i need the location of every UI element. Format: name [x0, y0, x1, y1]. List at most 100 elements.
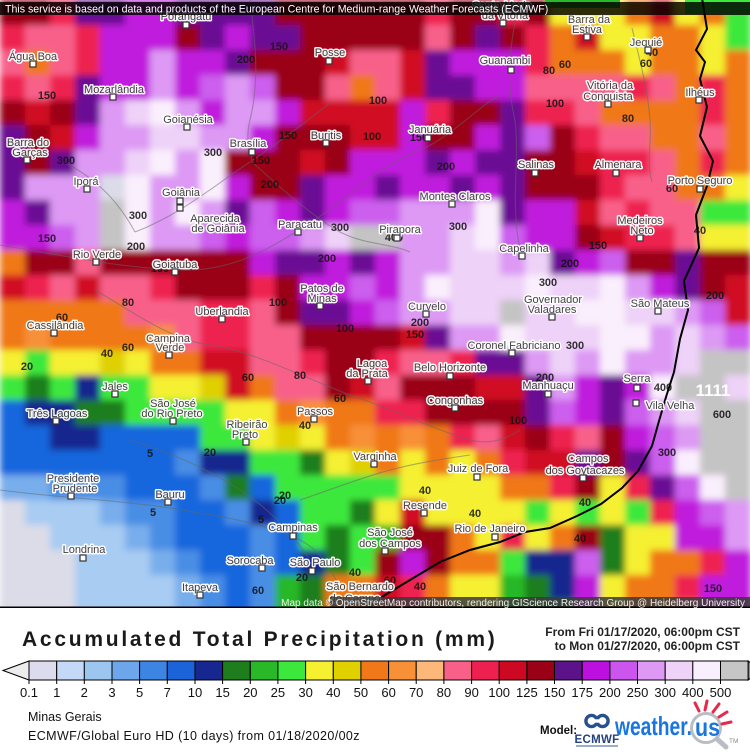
- svg-text:ECMWF: ECMWF: [575, 734, 620, 746]
- svg-text:80: 80: [122, 297, 134, 309]
- svg-text:Presidente: Presidente: [47, 473, 100, 485]
- svg-text:30: 30: [298, 685, 312, 700]
- svg-text:40: 40: [579, 497, 591, 509]
- svg-text:TM: TM: [729, 738, 738, 745]
- svg-text:300: 300: [331, 222, 349, 234]
- svg-text:Paracatu: Paracatu: [278, 219, 322, 231]
- svg-text:2: 2: [81, 685, 88, 700]
- svg-text:Governador: Governador: [524, 294, 582, 306]
- svg-text:200: 200: [237, 54, 255, 66]
- svg-text:200: 200: [561, 258, 579, 270]
- svg-text:Valadares: Valadares: [528, 304, 577, 316]
- svg-text:150: 150: [704, 583, 722, 595]
- svg-text:150: 150: [38, 233, 56, 245]
- svg-text:200: 200: [706, 290, 724, 302]
- svg-text:Itapeva: Itapeva: [182, 582, 219, 594]
- svg-text:Preto: Preto: [232, 429, 258, 441]
- svg-text:Londrina: Londrina: [63, 544, 107, 556]
- svg-text:100: 100: [546, 98, 564, 110]
- svg-text:Curvelo: Curvelo: [408, 301, 446, 313]
- svg-text:60: 60: [640, 58, 652, 70]
- svg-text:600: 600: [713, 409, 731, 421]
- svg-text:Almenara: Almenara: [594, 159, 642, 171]
- svg-text:60: 60: [242, 372, 254, 384]
- svg-text:100: 100: [151, 263, 169, 275]
- svg-text:Serra: Serra: [624, 373, 652, 385]
- svg-text:40: 40: [299, 420, 311, 432]
- svg-text:200: 200: [261, 179, 279, 191]
- svg-text:7: 7: [164, 685, 171, 700]
- svg-text:Uberlandia: Uberlandia: [195, 306, 249, 318]
- svg-text:Goiânia: Goiânia: [162, 187, 201, 199]
- svg-text:Mozarlândia: Mozarlândia: [84, 84, 145, 96]
- svg-text:Verde: Verde: [156, 342, 185, 354]
- svg-text:20: 20: [274, 495, 286, 507]
- svg-text:Porto Seguro: Porto Seguro: [668, 175, 733, 187]
- svg-text:125: 125: [516, 685, 538, 700]
- svg-text:dos Campos: dos Campos: [359, 538, 421, 550]
- svg-text:Campina: Campina: [146, 333, 191, 345]
- svg-text:90: 90: [464, 685, 478, 700]
- svg-text:60: 60: [252, 585, 264, 597]
- svg-text:150: 150: [406, 329, 424, 341]
- svg-text:300: 300: [129, 210, 147, 222]
- svg-text:80: 80: [437, 685, 451, 700]
- svg-text:20: 20: [204, 447, 216, 459]
- svg-text:Lagoa: Lagoa: [357, 358, 388, 370]
- svg-text:Estiva: Estiva: [572, 24, 603, 36]
- svg-text:20: 20: [21, 361, 33, 373]
- svg-text:20: 20: [296, 572, 308, 584]
- svg-text:do Rio Preto: do Rio Preto: [141, 408, 202, 420]
- svg-text:80: 80: [294, 370, 306, 382]
- svg-text:100: 100: [336, 323, 354, 335]
- svg-text:40: 40: [414, 581, 426, 593]
- svg-text:Januária: Januária: [409, 124, 452, 136]
- svg-text:100: 100: [488, 685, 510, 700]
- svg-text:300: 300: [654, 685, 676, 700]
- svg-text:Água Boa: Água Boa: [9, 50, 58, 63]
- svg-text:Model:: Model:: [540, 725, 577, 737]
- svg-text:Iporá: Iporá: [73, 176, 99, 188]
- svg-text:Barra da: Barra da: [568, 14, 611, 26]
- svg-text:This service is based on data: This service is based on data and produc…: [5, 4, 548, 16]
- svg-text:60: 60: [559, 59, 571, 71]
- svg-text:80: 80: [622, 113, 634, 125]
- svg-text:Manhuaçu: Manhuaçu: [522, 380, 573, 392]
- svg-text:Brasília: Brasília: [230, 138, 268, 150]
- svg-text:Aparecida: Aparecida: [190, 213, 240, 225]
- svg-text:Guanambi: Guanambi: [480, 55, 531, 67]
- svg-text:Patos de: Patos de: [300, 283, 343, 295]
- svg-text:20: 20: [243, 685, 257, 700]
- svg-text:São José: São José: [150, 398, 196, 410]
- svg-text:250: 250: [627, 685, 649, 700]
- svg-text:Ilhéus: Ilhéus: [685, 87, 715, 99]
- svg-text:de Goiânia: de Goiânia: [191, 223, 245, 235]
- svg-text:Jequié: Jequié: [630, 37, 662, 49]
- svg-text:15: 15: [215, 685, 229, 700]
- svg-text:Garças: Garças: [12, 147, 48, 159]
- svg-text:Cassilândia: Cassilândia: [27, 320, 85, 332]
- svg-text:60: 60: [381, 685, 395, 700]
- svg-text:60: 60: [122, 342, 134, 354]
- svg-text:400: 400: [654, 382, 672, 394]
- svg-text:From Fri 01/17/2020, 06:00pm C: From Fri 01/17/2020, 06:00pm CST: [545, 625, 740, 639]
- svg-text:60: 60: [666, 183, 678, 195]
- svg-text:Coronel Fabriciano: Coronel Fabriciano: [468, 340, 561, 352]
- svg-text:5: 5: [136, 685, 143, 700]
- svg-text:Accumulated Total Precipitatio: Accumulated Total Precipitation (mm): [22, 628, 498, 651]
- svg-text:70: 70: [409, 685, 423, 700]
- svg-text:60: 60: [384, 575, 396, 587]
- svg-text:50: 50: [354, 685, 368, 700]
- svg-text:Sorocaba: Sorocaba: [226, 555, 274, 567]
- svg-text:Campinas: Campinas: [268, 522, 318, 534]
- svg-text:Salinas: Salinas: [518, 159, 555, 171]
- svg-text:150: 150: [38, 90, 56, 102]
- svg-text:40: 40: [326, 685, 340, 700]
- svg-text:Posse: Posse: [315, 47, 346, 59]
- svg-text:Montes Claros: Montes Claros: [420, 191, 491, 203]
- svg-text:São Bernardo: São Bernardo: [326, 581, 394, 593]
- svg-text:200: 200: [599, 685, 621, 700]
- svg-text:150: 150: [410, 132, 428, 144]
- svg-text:200: 200: [318, 253, 336, 265]
- svg-text:Vitória da: Vitória da: [587, 80, 634, 92]
